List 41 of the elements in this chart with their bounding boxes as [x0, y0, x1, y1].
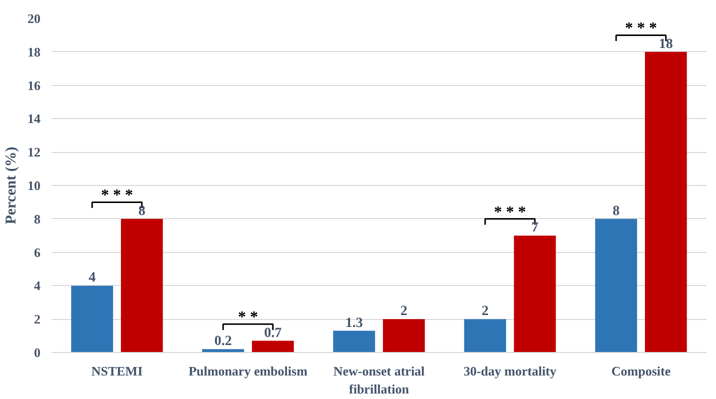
y-tick-label: 10 [28, 178, 40, 193]
x-tick-label: 30-day mortality [464, 364, 557, 378]
data-label: 2 [400, 304, 408, 320]
data-label: 8 [138, 204, 146, 219]
y-tick-label: 14 [28, 111, 41, 126]
x-tick-label: NSTEMI [91, 364, 143, 378]
data-label: 4 [88, 270, 96, 286]
data-label: 0.2 [214, 334, 232, 350]
bar [202, 349, 244, 352]
annotation: * * * [101, 187, 133, 204]
x-tick-label: Pulmonary embolism [188, 364, 308, 378]
bar [333, 330, 376, 352]
data-label: 1.3 [345, 316, 363, 331]
bar [120, 218, 163, 352]
bar [514, 236, 556, 352]
y-tick-label: 18 [28, 44, 41, 60]
y-tick-label: 16 [28, 78, 41, 93]
data-label: 0.7 [264, 326, 282, 341]
bar [464, 319, 506, 352]
bar [71, 286, 114, 352]
y-tick-label: 2 [34, 312, 40, 327]
x-tick-label: New-onset atrial fibrillation [333, 364, 426, 396]
y-axis-title: Percent (%) [4, 146, 20, 224]
data-label: 18 [658, 36, 673, 52]
data-label: 2 [482, 304, 489, 320]
y-tick-label: 8 [34, 211, 41, 226]
bar [382, 319, 425, 352]
y-tick-label: 12 [28, 144, 40, 160]
annotation: * * * [625, 20, 657, 38]
annotation: * * [238, 309, 258, 326]
bar [644, 52, 687, 352]
annotation: * * * [494, 204, 526, 221]
y-tick-label: 4 [34, 278, 41, 294]
y-tick-label: 0 [34, 345, 40, 360]
data-label: 8 [612, 204, 620, 219]
bar [595, 218, 638, 352]
bar [252, 340, 294, 352]
y-tick-label: 20 [28, 11, 40, 26]
y-tick-label: 6 [34, 244, 41, 260]
data-label: 7 [531, 220, 538, 236]
x-tick-label: Composite [611, 364, 671, 378]
